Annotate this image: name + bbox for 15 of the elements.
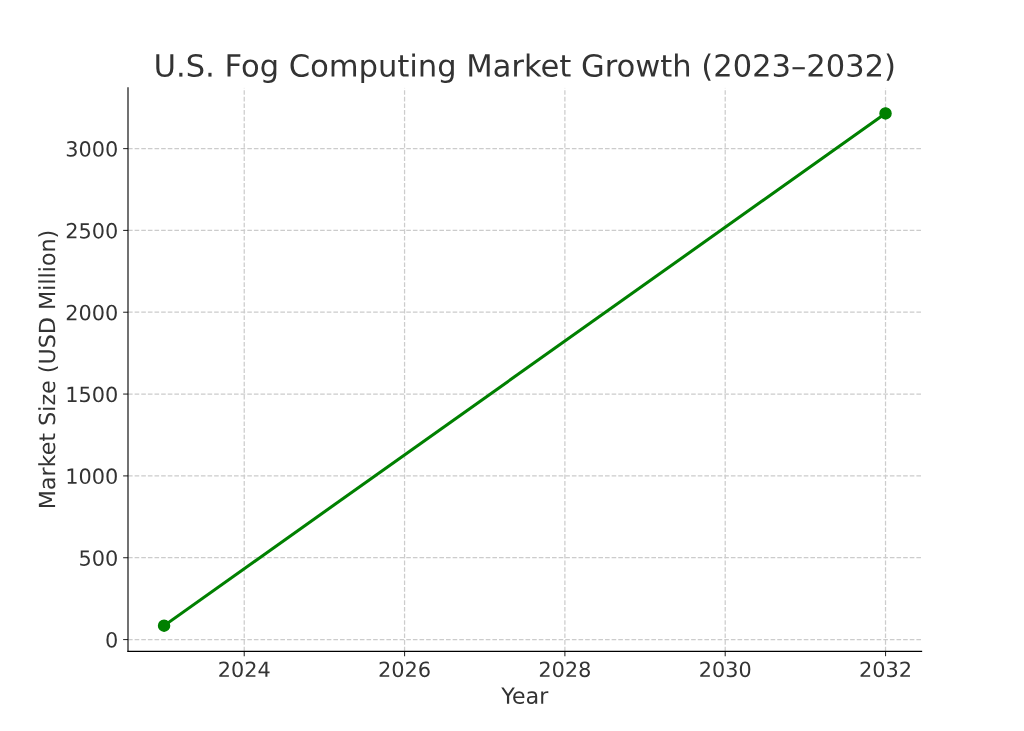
chart-title: U.S. Fog Computing Market Growth (2023–2032) — [156, 53, 894, 83]
y-tick-label: 0 — [106, 631, 117, 648]
x-tick-label: 2028 — [539, 661, 590, 678]
x-tick-label: 2030 — [700, 661, 751, 678]
y-tick-label: 2000 — [66, 304, 117, 321]
x-axis-title: Year — [501, 687, 549, 704]
y-tick-label: 1000 — [67, 468, 117, 485]
y-tick-label: 3000 — [66, 141, 117, 157]
y-axis-title: Market Size (USD Million) — [38, 231, 59, 508]
y-tick-label: 500 — [80, 550, 117, 566]
x-tick-label: 2032 — [860, 661, 910, 678]
x-tick-label: 2026 — [379, 661, 430, 678]
y-tick-label: 1500 — [67, 386, 117, 403]
x-tick-label: 2024 — [219, 661, 270, 678]
y-tick-label: 2500 — [66, 222, 117, 239]
